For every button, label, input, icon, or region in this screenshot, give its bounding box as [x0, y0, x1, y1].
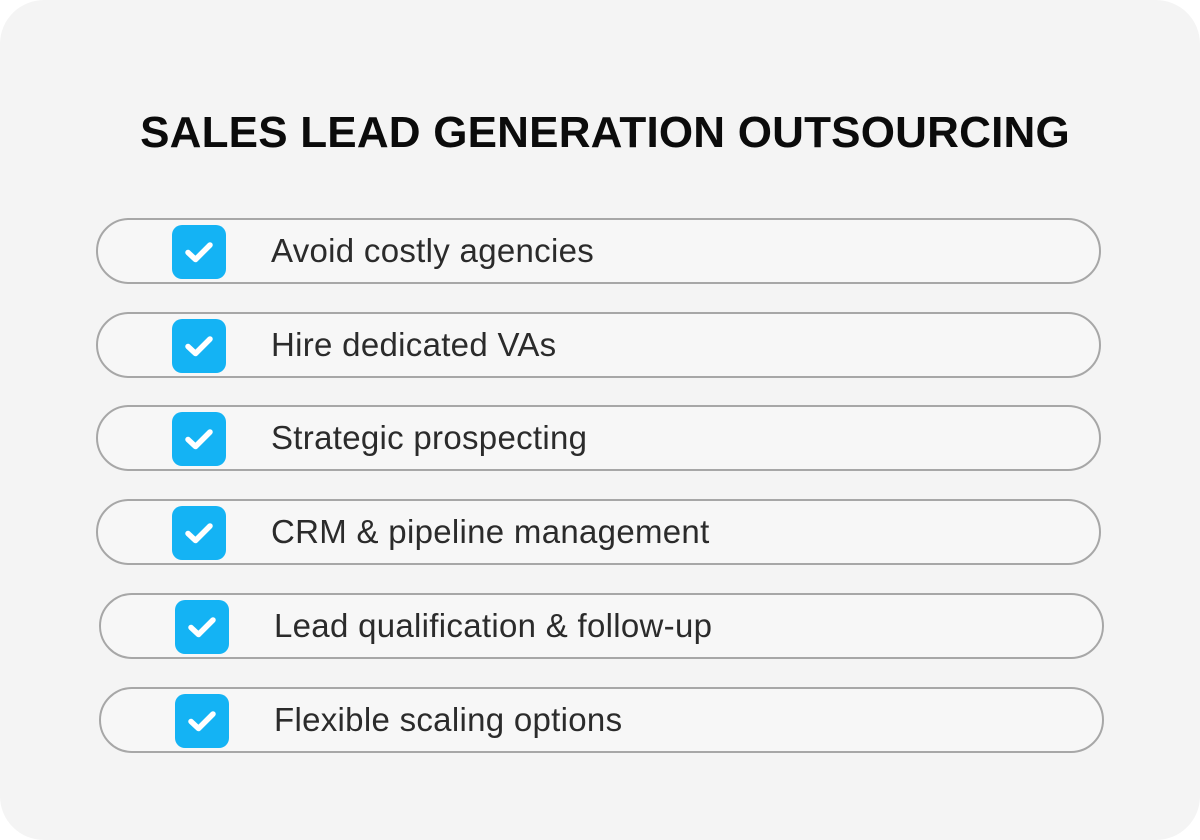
checkbox-checked-icon: [172, 319, 226, 373]
list-item-label: Lead qualification & follow-up: [274, 607, 713, 644]
list-item: Strategic prospecting: [96, 405, 1101, 471]
checkbox-checked-icon: [172, 225, 226, 279]
checkbox-checked-icon: [175, 694, 229, 748]
checkbox-checked-icon: [172, 506, 226, 560]
list-item-label: Hire dedicated VAs: [271, 326, 557, 363]
page-title: SALES LEAD GENERATION OUTSOURCING: [140, 108, 1070, 157]
list-item-label: Strategic prospecting: [271, 419, 588, 456]
checkbox-checked-icon: [172, 412, 226, 466]
checkbox-checked-icon: [175, 600, 229, 654]
list-item: Flexible scaling options: [99, 687, 1104, 753]
list-item-label: CRM & pipeline management: [271, 513, 710, 550]
list-item: Lead qualification & follow-up: [99, 593, 1104, 659]
list-item: Hire dedicated VAs: [96, 312, 1101, 378]
list-item: CRM & pipeline management: [96, 499, 1101, 565]
list-item-label: Avoid costly agencies: [271, 232, 595, 269]
list-item: Avoid costly agencies: [96, 218, 1101, 284]
list-item-label: Flexible scaling options: [274, 701, 623, 738]
